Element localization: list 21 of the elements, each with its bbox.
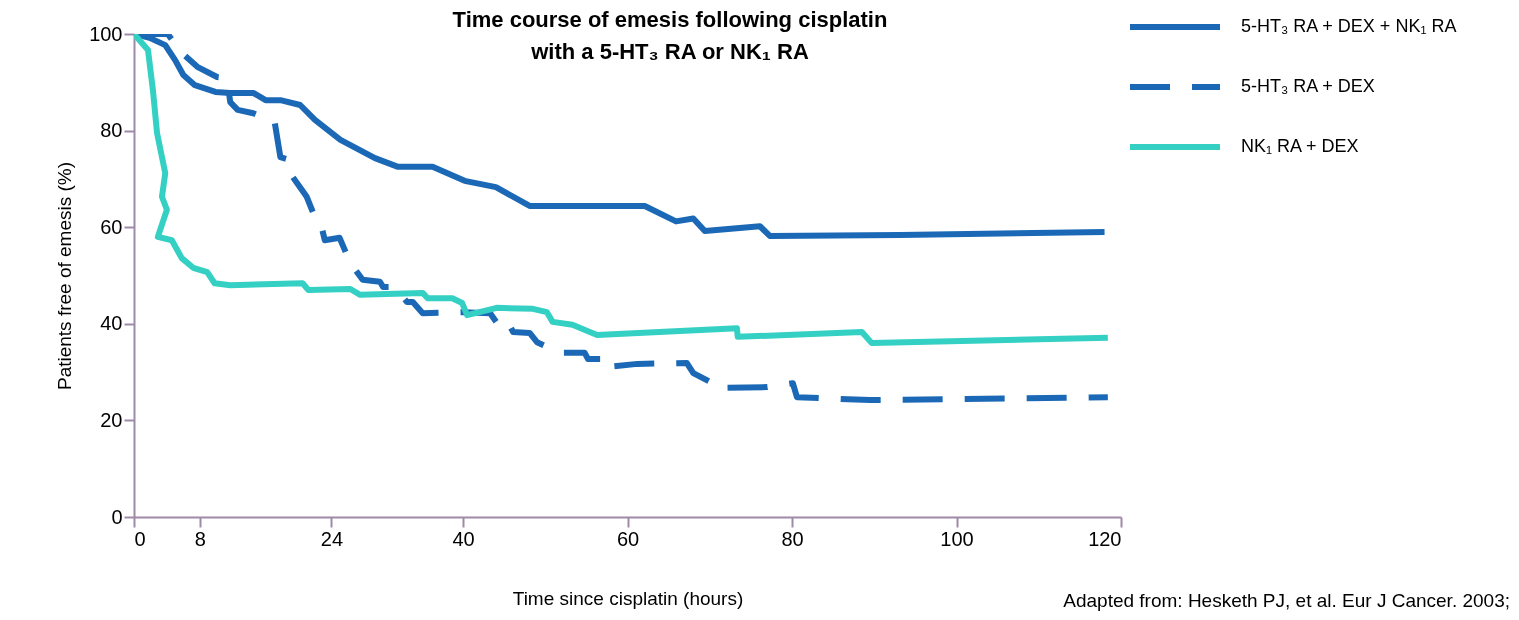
legend-label: 5-HT₃ RA + DEX bbox=[1241, 76, 1375, 96]
y-tick-label: 40 bbox=[100, 312, 123, 335]
y-tick-label: 60 bbox=[100, 215, 123, 238]
y-axis-title: Patients free of emesis (%) bbox=[54, 161, 76, 391]
x-tick-label: 60 bbox=[616, 527, 640, 550]
legend-label: NK₁ RA + DEX bbox=[1241, 136, 1359, 156]
y-tick-label: 0 bbox=[111, 505, 123, 528]
x-tick-label: 80 bbox=[781, 527, 804, 550]
x-tick-label: 8 bbox=[194, 527, 206, 550]
x-tick-label: 100 bbox=[940, 527, 974, 550]
y-tick-label: 80 bbox=[100, 119, 123, 142]
x-tick-label: 120 bbox=[1088, 527, 1122, 550]
x-tick-label: 0 bbox=[134, 527, 146, 550]
y-tick-label: 100 bbox=[89, 22, 123, 45]
legend-label: 5-HT₃ RA + DEX + NK₁ RA bbox=[1241, 16, 1457, 36]
x-axis-title: Time since cisplatin (hours) bbox=[512, 587, 744, 609]
x-tick-label: 24 bbox=[320, 527, 344, 550]
chart-title: Time course of emesis following cisplatin with a 5-HT₃ RA or NK₁ RA bbox=[452, 7, 888, 64]
x-tick-label: 40 bbox=[452, 527, 475, 550]
y-tick-label: 20 bbox=[100, 408, 123, 431]
text: Adapted from: Hesketh PJ, et al. Eur J Cancer. 2003; bbox=[1063, 590, 1510, 611]
